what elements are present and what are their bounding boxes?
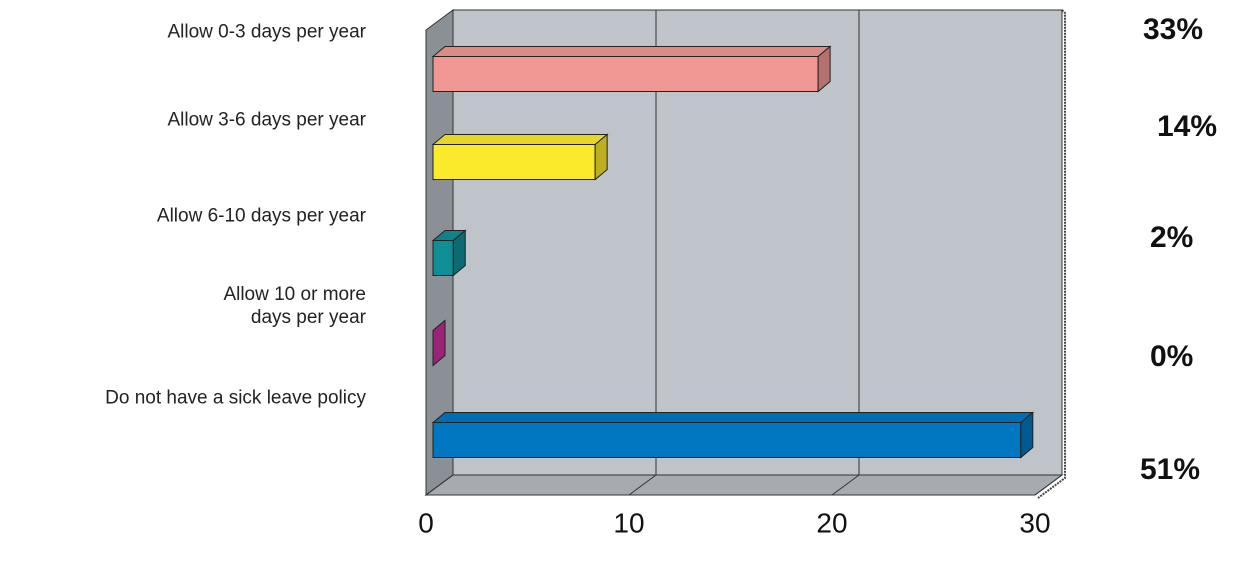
x-tick-label: 30 [1019,507,1050,538]
percent-label: 0% [1150,340,1194,373]
percent-label: 14% [1157,110,1218,143]
category-label: Allow 3-6 days per year [167,109,366,131]
x-tick-label: 20 [816,507,847,538]
tick-mark [425,474,454,496]
bar-top [431,46,832,57]
bar-side [594,133,608,181]
percent-label: 2% [1150,221,1194,254]
bar-front [432,422,1022,458]
percent-label: 51% [1140,453,1201,486]
category-label: Do not have a sick leave policy [105,387,366,409]
category-label: Allow 10 or more days per year [223,284,366,328]
bar-side [1020,411,1034,459]
right-edge [1037,9,1066,499]
bar-front [432,240,454,276]
tick-mark [628,474,657,496]
bar-side [432,319,446,367]
bar [432,319,446,367]
bar-top [431,134,609,145]
bar-side [452,229,466,277]
bar-front [432,56,819,92]
bar [431,45,832,93]
bar-side [817,45,831,93]
bar [431,133,609,181]
bar-front [432,144,596,180]
tick-mark [831,474,860,496]
bar-top [431,412,1035,423]
tick-mark [1034,474,1063,496]
x-tick-label: 0 [418,507,434,538]
percent-label: 33% [1143,13,1204,46]
category-label: Allow 0-3 days per year [167,21,366,43]
x-tick-label: 10 [613,507,644,538]
floor [424,474,1064,496]
category-label: Allow 6-10 days per year [156,205,366,227]
bar [431,411,1035,459]
bar [431,229,467,277]
